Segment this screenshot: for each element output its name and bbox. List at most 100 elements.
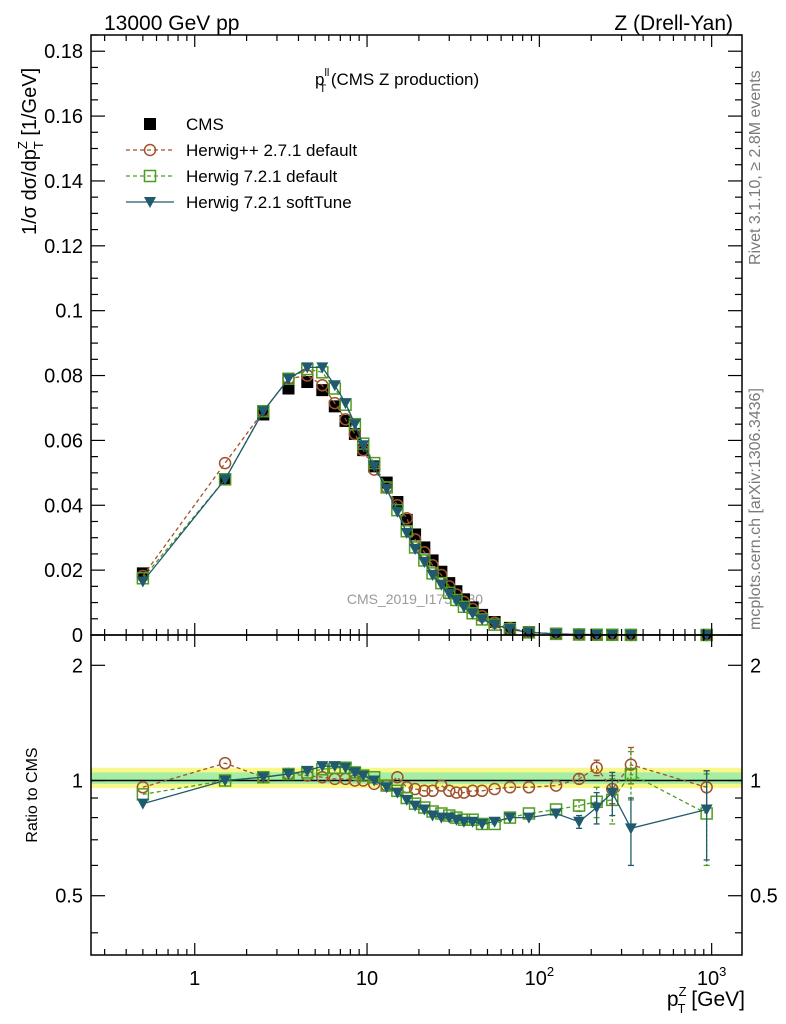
main-point-3-20 bbox=[457, 602, 470, 614]
xtick-label-base-0: 1 bbox=[189, 968, 200, 990]
ratio-point-2-29 bbox=[606, 787, 619, 799]
main-point-3-5 bbox=[316, 362, 329, 374]
main-ytick-label-6: 0.12 bbox=[44, 236, 83, 258]
main-point-0-6 bbox=[328, 400, 341, 413]
main-ytick-label-8: 0.16 bbox=[44, 106, 83, 128]
main-ylabel-base: 1/σ dσ/dp bbox=[19, 149, 41, 235]
ratio-point-0-24 bbox=[503, 781, 517, 794]
xtick-label-sup-2: 2 bbox=[547, 964, 554, 979]
header-right: Z (Drell-Yan) bbox=[614, 12, 733, 35]
ratio-point-2-1 bbox=[219, 775, 232, 787]
xtick-label-sup-3: 3 bbox=[719, 964, 726, 979]
ratio-ytick-label-1: 1 bbox=[72, 771, 83, 793]
main-point-3-10 bbox=[368, 461, 381, 473]
ratio-series-line-1 bbox=[142, 767, 707, 825]
ratio-point-0-26 bbox=[549, 779, 563, 792]
legend-marker-3 bbox=[144, 197, 156, 208]
main-point-3-11 bbox=[380, 484, 393, 496]
main-point-3-9 bbox=[357, 440, 370, 452]
main-point-1-5 bbox=[316, 379, 329, 392]
ratio-point-0-22 bbox=[475, 784, 489, 798]
main-ytick-label-2: 0.04 bbox=[44, 495, 83, 517]
ratio-point-0-0 bbox=[136, 781, 150, 794]
ratio-point-0-12 bbox=[391, 770, 404, 784]
main-title-p: p bbox=[315, 70, 324, 89]
ratio-ytick-label-right-1: 1 bbox=[750, 771, 761, 793]
main-point-3-6 bbox=[328, 380, 341, 392]
main-point-3-12 bbox=[391, 506, 404, 518]
ratio-point-0-27 bbox=[572, 772, 586, 786]
ratio-point-0-18 bbox=[443, 784, 456, 798]
main-ylabel-sup: Z bbox=[15, 141, 30, 149]
xlabel-sup: Z bbox=[679, 984, 687, 999]
ratio-point-2-8 bbox=[348, 767, 361, 779]
main-point-3-4 bbox=[301, 362, 314, 374]
ratio-point-0-14 bbox=[408, 782, 422, 796]
main-ytick-label-7: 0.14 bbox=[44, 171, 83, 193]
main-point-3-7 bbox=[339, 398, 352, 410]
ratio-point-2-17 bbox=[435, 812, 448, 824]
main-ytick-label-5: 0.1 bbox=[55, 301, 83, 323]
ratio-point-2-2 bbox=[257, 772, 270, 784]
main-ytick-label-4: 0.08 bbox=[44, 366, 83, 388]
ratio-point-2-14 bbox=[409, 800, 422, 812]
main-point-0-3 bbox=[282, 382, 295, 395]
ratio-point-2-16 bbox=[426, 810, 439, 822]
xlabel: pZ T [GeV] bbox=[667, 984, 745, 1016]
ratio-point-0-23 bbox=[488, 782, 501, 796]
main-point-3-21 bbox=[466, 608, 479, 620]
ratio-point-2-11 bbox=[380, 782, 393, 794]
main-point-3-17 bbox=[435, 579, 448, 591]
main-point-1-1 bbox=[218, 456, 232, 470]
xtick-label-2: 102 bbox=[525, 964, 554, 990]
xtick-label-base-2: 10 bbox=[525, 968, 547, 990]
ratio-point-2-26 bbox=[550, 808, 563, 820]
main-point-3-24 bbox=[503, 624, 516, 636]
rivet-label: Rivet 3.1.10, ≥ 2.8M events bbox=[747, 70, 764, 265]
ratio-series-line-0 bbox=[142, 762, 707, 794]
xtick-label-base-3: 10 bbox=[697, 968, 719, 990]
ratio-point-2-12 bbox=[391, 787, 404, 799]
ratio-point-0-19 bbox=[450, 786, 463, 799]
xtick-label-0: 1 bbox=[189, 968, 200, 990]
main-ylabel-unit: [1/GeV] bbox=[19, 68, 41, 141]
xtick-label-3: 103 bbox=[697, 964, 726, 990]
legend-marker-0 bbox=[144, 118, 156, 130]
ratio-point-2-15 bbox=[418, 804, 431, 816]
xlabel-unit: [GeV] bbox=[685, 988, 745, 1011]
main-title: pll T (CMS Z production) bbox=[315, 67, 479, 95]
ratio-point-2-22 bbox=[476, 818, 489, 830]
ratio-point-2-27 bbox=[573, 816, 586, 828]
xlabel-sub: T bbox=[678, 1001, 686, 1016]
ratio-series-2 bbox=[136, 761, 713, 867]
ratio-point-1-27 bbox=[572, 799, 586, 812]
main-series-line-3 bbox=[142, 366, 707, 636]
main-ytick-label-3: 0.06 bbox=[44, 430, 83, 452]
main-ytick-label-1: 0.02 bbox=[44, 560, 83, 582]
main-title-sub: T bbox=[319, 83, 326, 95]
ratio-point-2-9 bbox=[357, 770, 370, 782]
header-left: 13000 GeV pp bbox=[104, 12, 239, 35]
main-point-3-8 bbox=[348, 419, 361, 431]
ratio-point-0-21 bbox=[466, 784, 479, 798]
ratio-point-2-3 bbox=[282, 768, 295, 780]
ratio-band-green bbox=[91, 772, 742, 784]
ratio-ytick-label-right-0: 0.5 bbox=[750, 886, 778, 908]
ratio-point-2-10 bbox=[368, 775, 381, 787]
main-point-3-1 bbox=[219, 474, 232, 486]
xtick-label-1: 10 bbox=[356, 968, 378, 990]
ratio-point-2-13 bbox=[400, 794, 413, 806]
ratio-point-0-25 bbox=[522, 781, 536, 794]
main-ytick-label-9: 0.18 bbox=[44, 41, 83, 63]
ratio-point-2-24 bbox=[503, 812, 516, 824]
main-point-3-14 bbox=[409, 544, 422, 556]
ratio-ytick-label-right-2: 2 bbox=[750, 655, 761, 677]
main-point-3-13 bbox=[400, 527, 413, 539]
main-title-sup: ll bbox=[324, 67, 329, 79]
main-point-0-4 bbox=[301, 376, 314, 389]
main-point-3-22 bbox=[476, 614, 489, 626]
main-ylabel-sub: T bbox=[31, 141, 46, 149]
ratio-point-0-28 bbox=[590, 761, 603, 774]
